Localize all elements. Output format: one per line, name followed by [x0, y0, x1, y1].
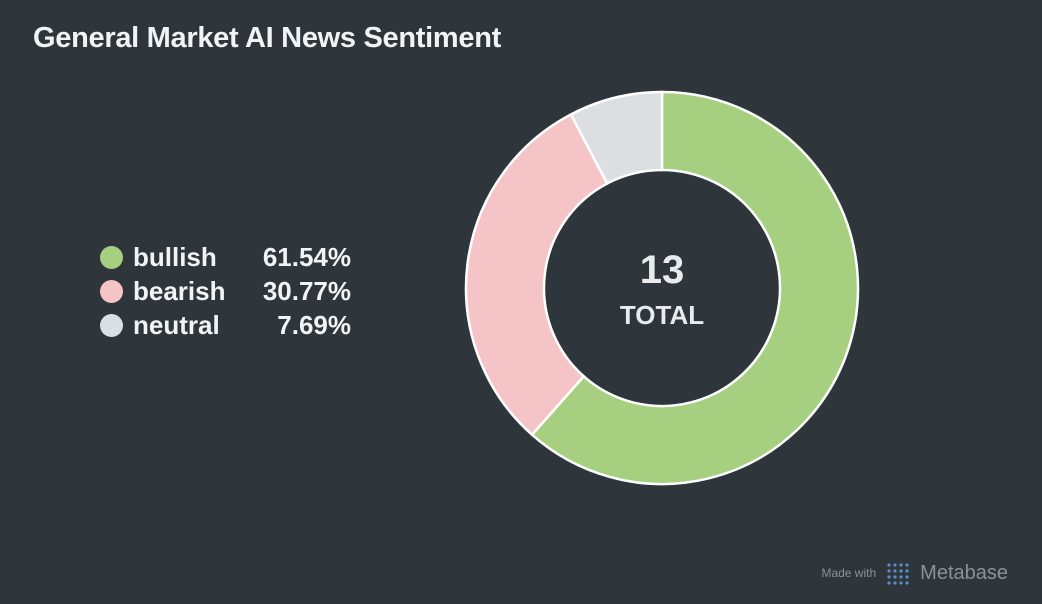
legend-value-neutral: 7.69% — [277, 309, 351, 340]
legend-value-bearish: 30.77% — [262, 275, 351, 306]
legend-item-bearish[interactable]: bearish 30.77% — [100, 274, 351, 308]
legend-swatch-neutral — [100, 313, 123, 337]
metabase-brand-text: Metabase — [920, 561, 1008, 584]
legend: bullish 61.54% bearish 30.77% neutral 7.… — [100, 240, 351, 342]
legend-label-bullish: bullish — [133, 241, 217, 272]
footer: Made with Metabase — [821, 560, 1008, 586]
legend-item-neutral[interactable]: neutral 7.69% — [100, 308, 351, 342]
donut-slice-neutral[interactable] — [569, 90, 664, 186]
legend-value-bullish: 61.54% — [262, 241, 351, 272]
metabase-logo-icon — [887, 563, 909, 585]
chart-title: General Market AI News Sentiment — [33, 22, 501, 54]
legend-label-neutral: neutral — [133, 309, 220, 340]
donut-slices — [464, 90, 860, 486]
legend-swatch-bearish — [100, 279, 123, 303]
donut-total-label: TOTAL — [619, 300, 705, 330]
made-with-text: Made with — [821, 566, 877, 580]
legend-label-bearish: bearish — [133, 275, 226, 306]
donut-slice-bearish[interactable] — [464, 112, 609, 437]
legend-item-bullish[interactable]: bullish 61.54% — [100, 240, 351, 274]
donut-total-value: 13 — [639, 248, 685, 292]
legend-swatch-bullish — [100, 245, 123, 269]
donut-slice-bullish[interactable] — [530, 90, 860, 486]
